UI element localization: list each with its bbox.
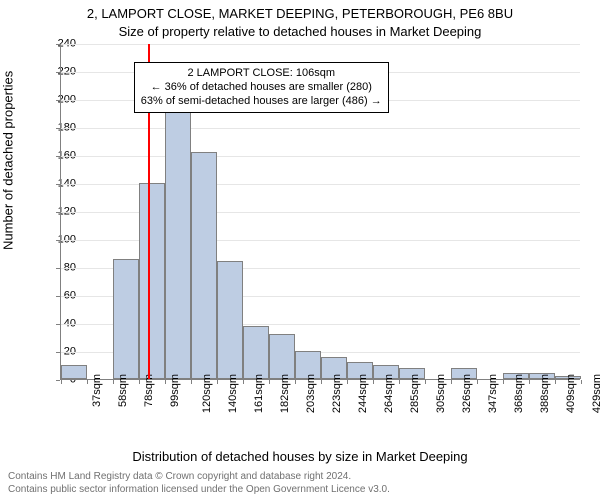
x-tick-label: 368sqm (514, 374, 525, 413)
annotation-line: 2 LAMPORT CLOSE: 106sqm (141, 66, 382, 80)
title-line-1: 2, LAMPORT CLOSE, MARKET DEEPING, PETERB… (0, 6, 600, 21)
x-tick-mark (555, 380, 556, 384)
x-tick-mark (243, 380, 244, 384)
histogram-bar (61, 365, 87, 379)
footer-line-1: Contains HM Land Registry data © Crown c… (8, 471, 390, 484)
x-tick-label: 347sqm (488, 374, 499, 413)
x-tick-mark (61, 380, 62, 384)
x-tick-mark (347, 380, 348, 384)
chart-container: 2, LAMPORT CLOSE, MARKET DEEPING, PETERB… (0, 0, 600, 500)
x-tick-mark (321, 380, 322, 384)
footer: Contains HM Land Registry data © Crown c… (8, 471, 390, 496)
x-tick-label: 264sqm (384, 374, 395, 413)
x-tick-mark (581, 380, 582, 384)
x-tick-mark (165, 380, 166, 384)
x-tick-label: 140sqm (228, 374, 239, 413)
annotation-box: 2 LAMPORT CLOSE: 106sqm← 36% of detached… (134, 62, 389, 113)
x-tick-mark (217, 380, 218, 384)
x-tick-label: 429sqm (592, 374, 600, 413)
footer-line-2: Contains public sector information licen… (8, 484, 390, 497)
histogram-bar (191, 152, 217, 379)
histogram-bar (113, 259, 139, 379)
x-tick-mark (295, 380, 296, 384)
x-tick-label: 58sqm (118, 374, 129, 407)
x-tick-mark (113, 380, 114, 384)
x-tick-mark (529, 380, 530, 384)
x-tick-label: 305sqm (436, 374, 447, 413)
gridline (61, 128, 580, 129)
annotation-line: 63% of semi-detached houses are larger (… (141, 94, 382, 108)
x-tick-mark (373, 380, 374, 384)
histogram-bar (243, 326, 269, 379)
x-tick-mark (399, 380, 400, 384)
histogram-bar (165, 102, 191, 379)
x-tick-label: 161sqm (254, 374, 265, 413)
x-tick-mark (477, 380, 478, 384)
title-line-2: Size of property relative to detached ho… (0, 24, 600, 39)
gridline (61, 44, 580, 45)
gridline (61, 156, 580, 157)
x-tick-label: 223sqm (332, 374, 343, 413)
x-tick-mark (191, 380, 192, 384)
x-tick-label: 99sqm (170, 374, 181, 407)
x-tick-label: 182sqm (280, 374, 291, 413)
x-tick-label: 120sqm (202, 374, 213, 413)
x-tick-mark (451, 380, 452, 384)
x-tick-mark (503, 380, 504, 384)
x-tick-mark (269, 380, 270, 384)
y-tick-mark (56, 380, 60, 381)
x-tick-mark (425, 380, 426, 384)
plot-area: 37sqm58sqm78sqm99sqm120sqm140sqm161sqm18… (60, 44, 580, 380)
y-axis-label: Number of detached properties (1, 71, 16, 250)
x-axis-label: Distribution of detached houses by size … (0, 449, 600, 464)
x-tick-label: 326sqm (462, 374, 473, 413)
x-tick-label: 409sqm (566, 374, 577, 413)
x-tick-label: 244sqm (358, 374, 369, 413)
annotation-line: ← 36% of detached houses are smaller (28… (141, 80, 382, 94)
x-tick-mark (87, 380, 88, 384)
x-tick-label: 285sqm (410, 374, 421, 413)
histogram-bar (217, 261, 243, 379)
x-tick-label: 203sqm (306, 374, 317, 413)
x-tick-label: 37sqm (92, 374, 103, 407)
histogram-bar (139, 183, 165, 379)
x-tick-mark (139, 380, 140, 384)
x-tick-label: 388sqm (540, 374, 551, 413)
histogram-bar (269, 334, 295, 379)
